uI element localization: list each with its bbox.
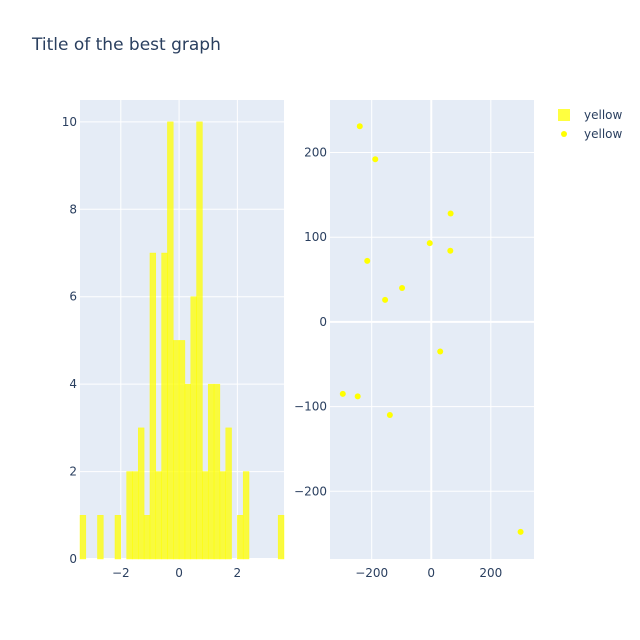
chart-title: Title of the best graph — [31, 35, 221, 55]
histogram-bar — [167, 121, 174, 560]
histogram-bar — [277, 515, 285, 560]
histogram-bar — [178, 340, 186, 560]
legend: yellow yellow — [558, 108, 622, 141]
scatter-point — [517, 528, 524, 535]
histogram-bar — [114, 515, 122, 560]
scatter-point — [382, 296, 389, 303]
scatter-point — [356, 123, 363, 130]
histogram-y-tick-label: 2 — [69, 465, 77, 479]
scatter-point — [372, 156, 379, 163]
legend-label: yellow — [584, 127, 622, 141]
scatter-y-tick-label: −100 — [294, 400, 327, 414]
histogram-bar — [143, 515, 151, 560]
histogram-bar — [242, 471, 250, 560]
histogram-y-tick-label: 8 — [69, 202, 77, 216]
legend-label: yellow — [584, 108, 622, 122]
histogram-x-tick-label: 0 — [175, 566, 183, 580]
histogram-bar — [161, 252, 168, 560]
histogram-bar — [97, 515, 104, 560]
scatter-point — [437, 348, 444, 355]
scatter-point — [447, 210, 454, 217]
histogram-y-tick-label: 4 — [69, 377, 77, 391]
scatter-point — [339, 390, 346, 397]
histogram-bar — [173, 340, 180, 560]
histogram-bar — [155, 471, 162, 560]
histogram-bar — [79, 515, 87, 560]
scatter-point — [386, 412, 393, 419]
scatter-point — [364, 257, 371, 264]
scatter-panel: −200 0 200 −200 −100 0 100 200 — [294, 100, 534, 580]
histogram-x-tick-label: 2 — [234, 566, 242, 580]
scatter-y-tick-label: 200 — [304, 146, 327, 160]
histogram-bar — [126, 471, 133, 560]
histogram-bar — [190, 296, 197, 560]
histogram-bar — [132, 471, 139, 560]
histogram-bar — [207, 383, 215, 560]
scatter-point — [426, 240, 433, 247]
histogram-bar — [213, 383, 221, 560]
histogram-bar — [196, 121, 203, 560]
legend-swatch-marker — [561, 131, 567, 137]
histogram-y-tick-label: 6 — [69, 290, 77, 304]
scatter-y-tick-label: 0 — [319, 315, 327, 329]
scatter-point — [399, 285, 406, 292]
histogram-bar — [202, 471, 209, 560]
scatter-point — [354, 393, 361, 400]
histogram-y-tick-label: 10 — [62, 115, 77, 129]
scatter-y-tick-label: 100 — [304, 230, 327, 244]
histogram-bar — [149, 252, 157, 560]
histogram-bar — [237, 515, 244, 560]
histogram-y-tick-label: 0 — [69, 552, 77, 566]
scatter-y-tick-label: −200 — [294, 484, 327, 498]
scatter-point — [447, 247, 454, 254]
scatter-x-tick-label: 0 — [427, 566, 435, 580]
histogram-x-tick-label: −2 — [112, 566, 130, 580]
histogram-panel: −2 0 2 0 2 4 6 8 10 — [62, 100, 285, 580]
histogram-bar — [138, 427, 145, 560]
scatter-x-tick-label: −200 — [355, 566, 388, 580]
histogram-bar — [225, 427, 232, 560]
legend-swatch-bar — [558, 109, 570, 121]
scatter-x-tick-label: 200 — [479, 566, 502, 580]
histogram-bar — [219, 471, 226, 560]
histogram-bar — [184, 383, 191, 560]
